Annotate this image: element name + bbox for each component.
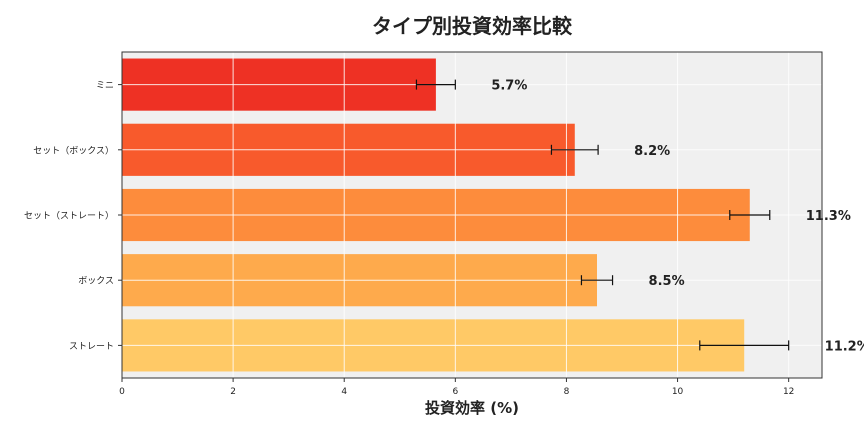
error-bar bbox=[580, 275, 614, 286]
y-tick-label: ボックス bbox=[78, 276, 114, 287]
y-tick-label: ストレート bbox=[69, 342, 114, 352]
x-tick-label: 8 bbox=[564, 387, 570, 397]
chart-title: タイプ別投資効率比較 bbox=[372, 14, 573, 38]
error-bar bbox=[699, 340, 790, 351]
value-label: 8.2% bbox=[634, 144, 670, 159]
error-bar bbox=[415, 79, 456, 90]
y-tick-label: ミニ bbox=[96, 81, 114, 91]
value-label: 11.3% bbox=[806, 209, 851, 224]
value-label: 11.2% bbox=[825, 339, 864, 354]
y-tick-label: セット（ストレート） bbox=[24, 211, 114, 222]
x-axis-ticks: 0 2 4 6 8 10 12 bbox=[119, 378, 794, 397]
x-tick-label: 12 bbox=[783, 387, 794, 397]
x-tick-label: 6 bbox=[452, 387, 458, 397]
x-tick-label: 0 bbox=[119, 387, 125, 397]
error-bar bbox=[729, 210, 771, 220]
value-label: 8.5% bbox=[649, 274, 685, 289]
x-tick-label: 4 bbox=[341, 387, 347, 397]
error-bars bbox=[415, 79, 790, 351]
error-bar bbox=[550, 144, 599, 155]
value-labels: 5.7% 8.2% 11.3% 8.5% 11.2% bbox=[491, 79, 864, 355]
x-tick-label: 2 bbox=[230, 387, 236, 397]
x-tick-label: 10 bbox=[672, 387, 684, 397]
y-tick-label: セット（ボックス） bbox=[33, 145, 114, 156]
x-axis-label: 投資効率 (%) bbox=[425, 399, 519, 417]
value-label: 5.7% bbox=[491, 79, 527, 94]
